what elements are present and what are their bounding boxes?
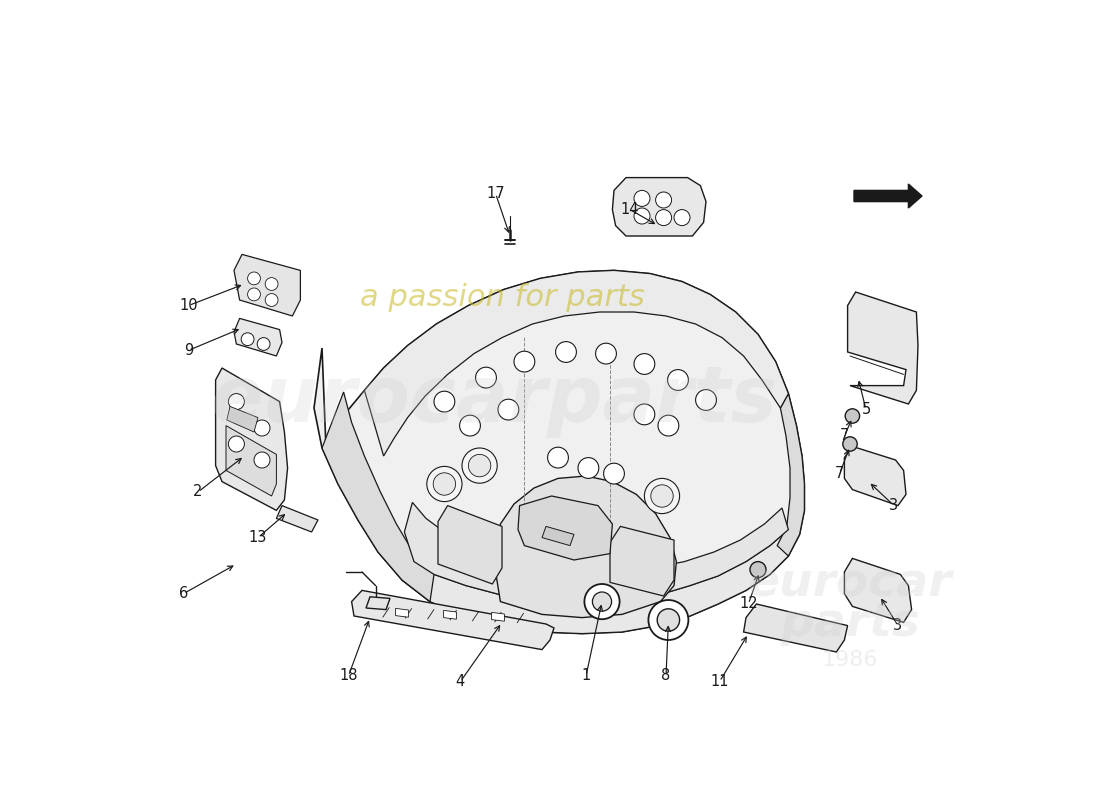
Circle shape xyxy=(514,351,535,372)
Circle shape xyxy=(241,333,254,346)
Circle shape xyxy=(229,394,244,410)
Text: 4: 4 xyxy=(455,674,465,689)
Text: 3: 3 xyxy=(893,618,903,633)
Circle shape xyxy=(584,584,619,619)
Text: 8: 8 xyxy=(661,669,671,683)
Circle shape xyxy=(254,420,270,436)
Circle shape xyxy=(433,473,455,495)
Polygon shape xyxy=(234,254,300,316)
Polygon shape xyxy=(364,270,789,456)
Circle shape xyxy=(469,454,491,477)
Circle shape xyxy=(648,600,689,640)
Polygon shape xyxy=(396,608,408,618)
Polygon shape xyxy=(276,506,318,532)
Text: eurocar
parts: eurocar parts xyxy=(748,562,953,646)
Text: 13: 13 xyxy=(249,530,267,545)
Polygon shape xyxy=(744,604,848,652)
Polygon shape xyxy=(366,597,390,610)
Text: 10: 10 xyxy=(179,298,198,313)
Circle shape xyxy=(265,278,278,290)
Text: 1986: 1986 xyxy=(822,650,878,670)
Polygon shape xyxy=(494,476,676,618)
Text: 5: 5 xyxy=(861,402,870,417)
Circle shape xyxy=(657,609,680,631)
Circle shape xyxy=(651,485,673,507)
Text: 9: 9 xyxy=(184,343,192,358)
Text: 7: 7 xyxy=(835,466,845,481)
Text: 14: 14 xyxy=(620,202,639,217)
Circle shape xyxy=(434,391,454,412)
Text: a passion for parts: a passion for parts xyxy=(360,283,645,312)
Circle shape xyxy=(750,562,766,578)
Text: 1: 1 xyxy=(582,669,591,683)
Polygon shape xyxy=(845,446,906,506)
Text: 6: 6 xyxy=(179,586,188,601)
Text: 11: 11 xyxy=(711,674,729,689)
Circle shape xyxy=(656,192,672,208)
Polygon shape xyxy=(492,613,505,621)
Text: 3: 3 xyxy=(890,498,899,513)
Polygon shape xyxy=(227,406,258,432)
Circle shape xyxy=(634,354,654,374)
Circle shape xyxy=(695,390,716,410)
Circle shape xyxy=(548,447,569,468)
Polygon shape xyxy=(542,526,574,546)
Circle shape xyxy=(595,343,616,364)
Polygon shape xyxy=(438,506,502,584)
Circle shape xyxy=(593,592,612,611)
Circle shape xyxy=(634,208,650,224)
Circle shape xyxy=(556,342,576,362)
Polygon shape xyxy=(518,496,613,560)
Circle shape xyxy=(257,338,270,350)
Polygon shape xyxy=(848,292,918,404)
Polygon shape xyxy=(778,394,804,556)
Polygon shape xyxy=(322,392,434,602)
Circle shape xyxy=(248,288,261,301)
Circle shape xyxy=(462,448,497,483)
Text: eurocarparts: eurocarparts xyxy=(210,362,778,438)
Circle shape xyxy=(578,458,598,478)
Text: 18: 18 xyxy=(339,669,358,683)
Polygon shape xyxy=(402,530,789,634)
Polygon shape xyxy=(216,368,287,510)
Polygon shape xyxy=(443,610,456,619)
Text: 12: 12 xyxy=(739,597,758,611)
Polygon shape xyxy=(845,558,912,622)
Circle shape xyxy=(845,409,859,423)
Circle shape xyxy=(634,404,654,425)
Text: 2: 2 xyxy=(194,485,202,499)
Polygon shape xyxy=(226,426,276,496)
Circle shape xyxy=(634,190,650,206)
Circle shape xyxy=(229,436,244,452)
Circle shape xyxy=(265,294,278,306)
Circle shape xyxy=(674,210,690,226)
Polygon shape xyxy=(613,178,706,236)
Polygon shape xyxy=(314,270,804,634)
Text: 17: 17 xyxy=(486,186,505,201)
Circle shape xyxy=(843,437,857,451)
Circle shape xyxy=(604,463,625,484)
Polygon shape xyxy=(234,318,282,356)
Circle shape xyxy=(248,272,261,285)
Circle shape xyxy=(498,399,519,420)
Polygon shape xyxy=(610,526,674,596)
Circle shape xyxy=(460,415,481,436)
Polygon shape xyxy=(405,502,789,604)
Circle shape xyxy=(254,452,270,468)
Polygon shape xyxy=(352,590,554,650)
Circle shape xyxy=(645,478,680,514)
Circle shape xyxy=(668,370,689,390)
Circle shape xyxy=(475,367,496,388)
Polygon shape xyxy=(854,184,922,208)
Circle shape xyxy=(658,415,679,436)
Text: 7: 7 xyxy=(839,429,849,443)
Circle shape xyxy=(427,466,462,502)
Circle shape xyxy=(656,210,672,226)
